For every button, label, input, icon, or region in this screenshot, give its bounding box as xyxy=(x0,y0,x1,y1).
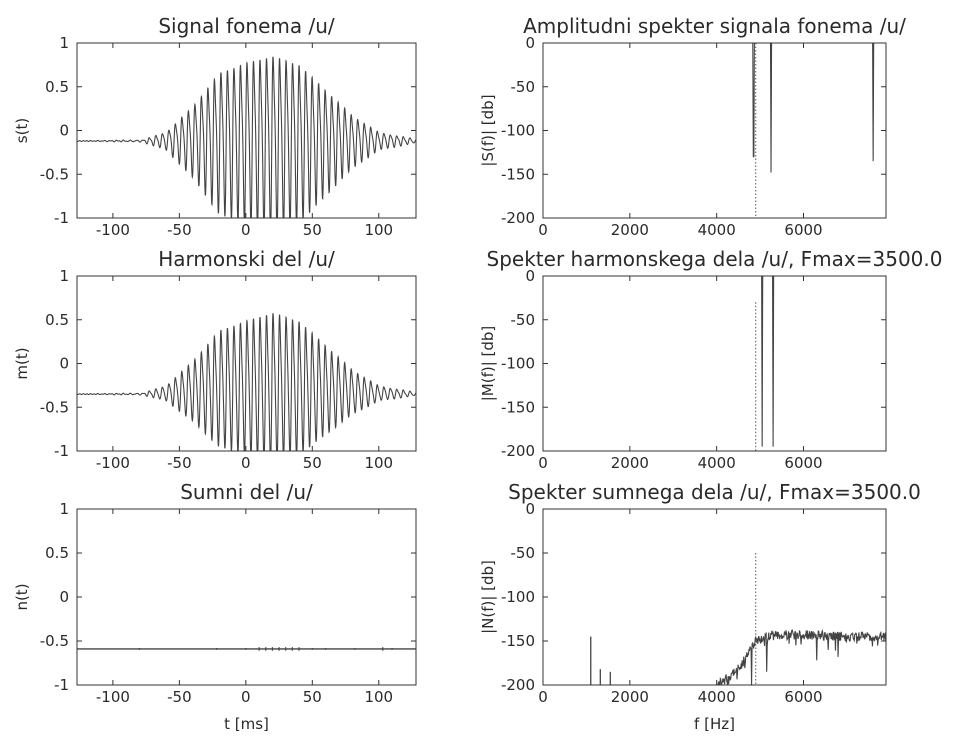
y-axis-label: |N(f)| [db] xyxy=(479,560,497,634)
x-tick-label: -100 xyxy=(96,221,130,239)
subplot-p3: Harmonski del /u/m(t) -100 -50 0 50 100 1 0.5 0 -… xyxy=(13,247,417,472)
chart-title: Signal fonema /u/ xyxy=(158,14,335,38)
axes-frame xyxy=(76,508,417,686)
x-tick-label: 0 xyxy=(241,221,251,239)
y-tick-label: -1 xyxy=(54,676,69,694)
plot-area xyxy=(77,313,416,451)
y-tick-label: 0 xyxy=(59,355,69,373)
y-tick-label: -100 xyxy=(501,588,535,606)
y-tick-label: -0.5 xyxy=(40,632,69,650)
x-tick-label: 100 xyxy=(364,221,393,239)
y-tick-label: 1 xyxy=(59,500,69,518)
axes-frame xyxy=(542,42,887,219)
series-line xyxy=(716,629,886,685)
y-tick-label: -200 xyxy=(501,676,535,694)
y-axis-label: n(t) xyxy=(13,583,31,610)
y-tick-label: -1 xyxy=(54,209,69,227)
y-tick-label: 0.5 xyxy=(45,311,69,329)
y-tick-label: -1 xyxy=(54,442,69,460)
subplot-p2: Amplitudni spekter signala fonema /u/ |S(… xyxy=(479,14,906,239)
x-tick-label: 4000 xyxy=(698,221,736,239)
y-tick-label: 0 xyxy=(59,588,69,606)
x-tick-label: -50 xyxy=(167,221,192,239)
y-tick-label: 0.5 xyxy=(45,78,69,96)
y-tick-label: -100 xyxy=(501,122,535,140)
series-line xyxy=(77,56,416,218)
chart-title: Amplitudni spekter signala fonema /u/ xyxy=(523,14,906,38)
subplot-p1: Signal fonema /u/s(t) -100 -50 0 50 100 1 0.5 0 -… xyxy=(13,14,417,239)
y-tick-label: -100 xyxy=(501,355,535,373)
x-tick-label: -50 xyxy=(167,454,192,472)
x-tick-label: 50 xyxy=(303,454,322,472)
x-axis-label: t [ms] xyxy=(224,715,269,733)
y-tick-label: -50 xyxy=(511,311,536,329)
x-tick-label: -50 xyxy=(167,688,192,706)
y-tick-label: -200 xyxy=(501,442,535,460)
y-tick-label: 1 xyxy=(59,34,69,52)
x-tick-label: 2000 xyxy=(611,221,649,239)
x-tick-label: 2000 xyxy=(611,688,649,706)
y-tick-label: -50 xyxy=(511,544,536,562)
x-tick-label: 6000 xyxy=(784,688,822,706)
y-tick-label: -150 xyxy=(501,632,535,650)
x-tick-label: 6000 xyxy=(784,221,822,239)
y-axis-label: |M(f)| [db] xyxy=(479,326,497,402)
plot-area xyxy=(590,629,886,685)
x-tick-label: 0 xyxy=(538,454,548,472)
chart-title: Sumni del /u/ xyxy=(180,480,313,504)
subplot-p4: Spekter harmonskega dela /u/, Fmax=3500.… xyxy=(479,247,942,472)
x-tick-label: 4000 xyxy=(698,688,736,706)
chart-title: Spekter sumnega dela /u/, Fmax=3500.0 xyxy=(508,480,921,504)
x-axis-label: f [Hz] xyxy=(694,715,735,733)
x-tick-label: 0 xyxy=(538,688,548,706)
x-tick-label: 6000 xyxy=(784,454,822,472)
x-tick-label: 0 xyxy=(538,221,548,239)
subplot-p6: Spekter sumnega dela /u/, Fmax=3500.0 |N(… xyxy=(479,480,921,733)
y-tick-label: 0 xyxy=(525,34,535,52)
y-axis-label: s(t) xyxy=(13,118,31,143)
series-line xyxy=(590,276,800,447)
plot-area xyxy=(77,647,416,651)
y-tick-label: -200 xyxy=(501,209,535,227)
axes-frame xyxy=(542,275,887,452)
x-tick-label: 0 xyxy=(241,454,251,472)
series-line xyxy=(77,313,416,451)
axes-frame xyxy=(542,508,887,686)
y-tick-label: 0 xyxy=(59,122,69,140)
y-tick-label: 0.5 xyxy=(45,544,69,562)
x-tick-label: 4000 xyxy=(698,454,736,472)
subplot-p5: Sumni del /u/n(t) t [ms] -100 -50 0 50 100 1 0.5… xyxy=(13,480,417,733)
y-axis-label: |S(f)| [db] xyxy=(479,94,497,166)
series-line xyxy=(590,43,886,173)
y-tick-label: -0.5 xyxy=(40,398,69,416)
y-tick-label: -50 xyxy=(511,78,536,96)
x-tick-label: 100 xyxy=(364,688,393,706)
y-tick-label: -150 xyxy=(501,398,535,416)
y-tick-label: 0 xyxy=(525,500,535,518)
plot-area xyxy=(77,56,416,218)
y-tick-label: -0.5 xyxy=(40,165,69,183)
x-tick-label: -100 xyxy=(96,688,130,706)
x-tick-label: 100 xyxy=(364,454,393,472)
plot-area xyxy=(590,43,886,173)
x-tick-label: 0 xyxy=(241,688,251,706)
x-tick-label: 50 xyxy=(303,221,322,239)
y-tick-label: -150 xyxy=(501,165,535,183)
x-tick-label: 50 xyxy=(303,688,322,706)
y-tick-label: 0 xyxy=(525,267,535,285)
plot-area xyxy=(590,276,800,447)
chart-title: Spekter harmonskega dela /u/, Fmax=3500.… xyxy=(487,247,943,271)
x-tick-label: -100 xyxy=(96,454,130,472)
y-tick-label: 1 xyxy=(59,267,69,285)
y-axis-label: m(t) xyxy=(13,347,31,379)
x-tick-label: 2000 xyxy=(611,454,649,472)
chart-title: Harmonski del /u/ xyxy=(158,247,335,271)
